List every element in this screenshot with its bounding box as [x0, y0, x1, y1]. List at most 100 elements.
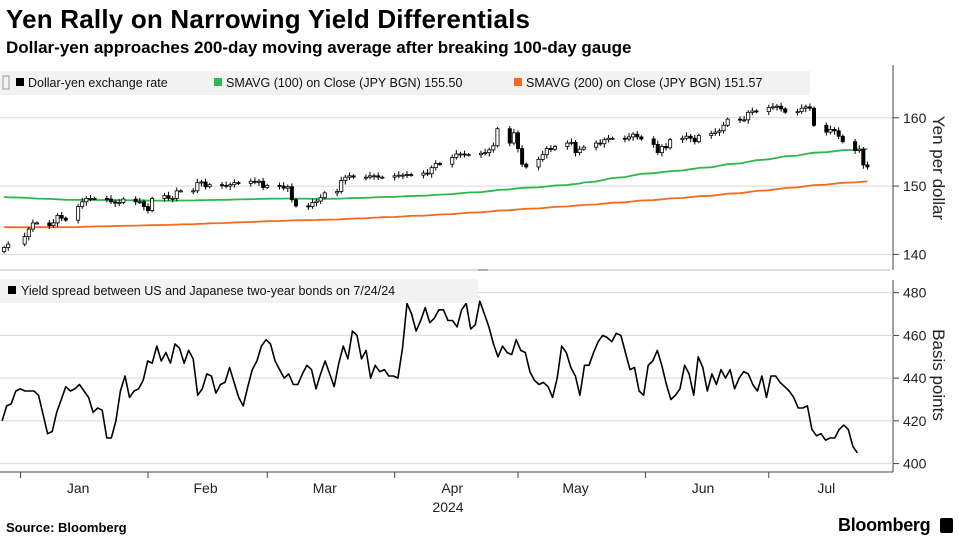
candle-body: [425, 172, 430, 175]
legend-label-sma200: SMAVG (200) on Close (JPY BGN) 151.57: [526, 76, 762, 90]
candle: [664, 143, 669, 151]
candle-body: [483, 152, 488, 155]
spread-y-tick-label: 420: [903, 413, 927, 429]
candle: [738, 116, 743, 124]
candle: [750, 107, 755, 116]
candle: [113, 199, 118, 208]
candle-body: [145, 206, 150, 212]
fx-legend: Dollar-yen exchange rate SMAVG (100) on …: [0, 71, 810, 95]
spread-y-tick-label: 440: [903, 370, 927, 386]
candle: [256, 179, 261, 186]
candle: [306, 203, 311, 210]
candle-body: [832, 128, 837, 132]
legend-toggle-icon[interactable]: [2, 75, 10, 90]
candle-body: [433, 163, 438, 169]
candle: [335, 188, 340, 197]
candle: [594, 140, 599, 151]
candle: [495, 127, 500, 148]
bloomberg-logo[interactable]: Bloomberg: [838, 515, 931, 535]
candle: [219, 181, 224, 189]
candle-body: [783, 108, 788, 113]
candle: [775, 103, 780, 111]
candle: [857, 145, 862, 153]
candle-body: [121, 198, 126, 203]
candle-body: [680, 137, 685, 141]
candle-body: [396, 174, 401, 177]
candle-body: [236, 182, 241, 185]
candle: [380, 175, 385, 179]
candle: [265, 183, 270, 190]
candle: [828, 125, 833, 135]
candle-body: [828, 128, 833, 133]
candle: [429, 165, 434, 178]
candle: [314, 198, 319, 207]
candle: [372, 173, 377, 180]
candle: [709, 130, 714, 139]
candle-body: [191, 190, 196, 193]
candle: [76, 203, 81, 224]
candle-body: [400, 174, 405, 177]
candle: [524, 162, 529, 169]
candle-body: [285, 186, 290, 189]
candle-body: [721, 124, 726, 132]
candle-body: [536, 159, 541, 168]
candle-body: [162, 195, 167, 199]
bloomberg-terminal-icon[interactable]: [940, 518, 953, 533]
x-tick-label: Jun: [692, 480, 715, 496]
candle-body: [713, 131, 718, 134]
candle: [742, 115, 747, 123]
candle: [285, 184, 290, 193]
candle: [511, 128, 516, 146]
candle-body: [80, 201, 85, 207]
candle-body: [26, 228, 31, 237]
candle: [109, 195, 114, 205]
spread-y-axis-title: Basis points: [929, 329, 948, 421]
candle: [766, 104, 771, 115]
candle-body: [458, 153, 463, 156]
candle-body: [343, 176, 348, 182]
candle: [779, 102, 784, 112]
candle-body: [367, 175, 372, 178]
candle: [404, 171, 409, 178]
candle-body: [553, 146, 558, 150]
candle: [51, 219, 56, 228]
candle: [425, 169, 430, 177]
candle-body: [865, 164, 870, 168]
candle: [236, 180, 241, 186]
candle-body: [232, 182, 237, 186]
legend-swatch-sma100: [214, 78, 222, 86]
candle: [602, 137, 607, 148]
candle-body: [507, 128, 512, 144]
candle: [696, 133, 701, 144]
candle-body: [404, 174, 409, 176]
candle-body: [203, 181, 208, 188]
candle: [228, 182, 233, 190]
candle-body: [322, 192, 327, 199]
candle: [635, 130, 640, 140]
candle: [433, 160, 438, 171]
candle-body: [812, 107, 817, 126]
candle-body: [696, 135, 701, 143]
x-tick-label: May: [562, 480, 588, 496]
spread-y-tick-label: 480: [903, 285, 927, 301]
candle-body: [717, 130, 722, 133]
candle-body: [462, 153, 467, 156]
candle-body: [540, 154, 545, 160]
candle-body: [487, 149, 492, 154]
candle: [536, 156, 541, 171]
candle-body: [495, 128, 500, 147]
candle-body: [581, 146, 586, 150]
x-tick-label: Feb: [193, 480, 217, 496]
candle: [26, 226, 31, 241]
candle: [339, 176, 344, 194]
candle-body: [606, 137, 611, 141]
x-axis-year-label: 2024: [432, 499, 463, 515]
legend-label-spread: Yield spread between US and Japanese two…: [21, 284, 395, 298]
candle: [59, 212, 64, 221]
x-tick-label: Jul: [817, 480, 835, 496]
candle-body: [429, 167, 434, 175]
candle-body: [84, 197, 89, 203]
candle-body: [170, 197, 175, 200]
candle: [478, 150, 483, 159]
candle-body: [199, 181, 204, 184]
